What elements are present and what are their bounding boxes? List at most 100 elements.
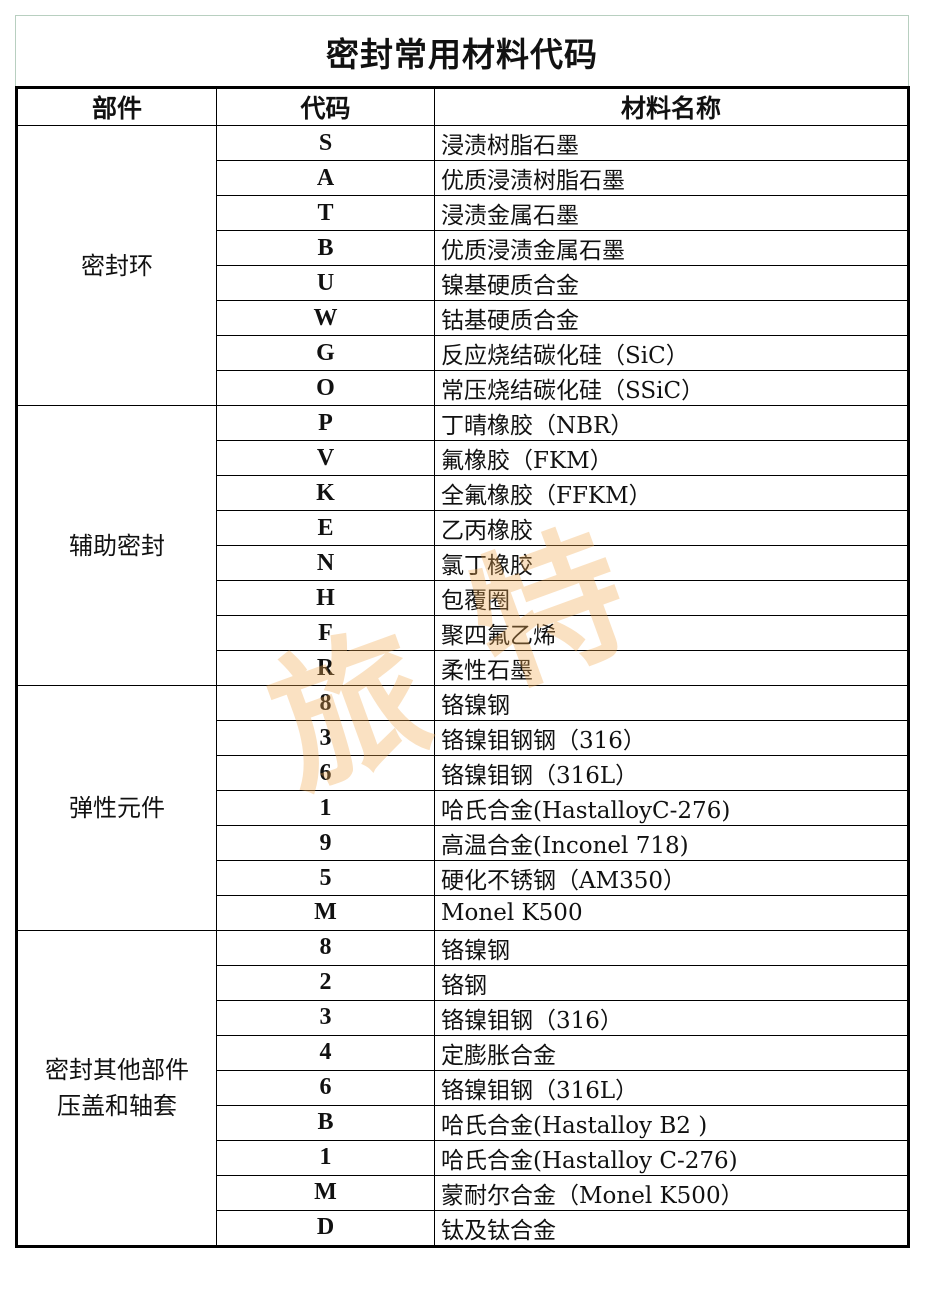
code-cell: W	[216, 300, 435, 336]
code-cell: O	[216, 370, 435, 406]
material-name-cell: 铬钢	[434, 964, 909, 1001]
material-name-cell: 乙丙橡胶	[434, 510, 909, 546]
code-cell: M	[216, 1174, 435, 1211]
table-row: W 钴基硬质合金	[17, 300, 909, 336]
material-name-cell: 氟橡胶（FKM）	[434, 440, 909, 476]
table-row: A 优质浸渍树脂石墨	[17, 160, 909, 196]
table-row: 9 高温合金(Inconel 718)	[17, 825, 909, 861]
material-name-cell: 铬镍钢	[434, 929, 909, 966]
material-name-cell: 包覆圈	[434, 580, 909, 616]
code-cell: 1	[216, 790, 435, 826]
part-cell: 密封其他部件 压盖和轴套	[16, 929, 217, 1247]
material-name-cell: 镍基硬质合金	[434, 265, 909, 301]
code-cell: 8	[216, 685, 435, 721]
code-cell: 8	[216, 929, 435, 966]
table-row: K 全氟橡胶（FFKM）	[17, 475, 909, 511]
code-cell: K	[216, 475, 435, 511]
material-name-cell: 氯丁橡胶	[434, 545, 909, 581]
code-cell: 3	[216, 999, 435, 1036]
page-title: 密封常用材料代码	[15, 15, 909, 87]
material-name-cell: 铬镍钼钢（316）	[434, 999, 909, 1036]
code-cell: B	[216, 1104, 435, 1141]
table-row: N 氯丁橡胶	[17, 545, 909, 581]
table-row: 6 铬镍钼钢（316L）	[17, 1069, 909, 1106]
material-name-cell: 丁晴橡胶（NBR）	[434, 405, 909, 441]
code-cell: V	[216, 440, 435, 476]
table-row: 3 铬镍钼钢钢（316）	[17, 720, 909, 756]
code-cell: 6	[216, 1069, 435, 1106]
material-name-cell: 铬镍钼钢钢（316）	[434, 720, 909, 756]
table-row: 6 铬镍钼钢（316L）	[17, 755, 909, 791]
header-code: 代码	[216, 87, 435, 126]
table-row: R 柔性石墨	[17, 650, 909, 686]
material-code-table: 部件 代码 材料名称 密封环 S 浸渍树脂石墨 A 优质浸渍树脂石墨 T 浸渍金属石墨 B 优质…	[15, 86, 910, 1248]
table-row: 3 铬镍钼钢（316）	[17, 999, 909, 1036]
header-row: 部件 代码 材料名称	[16, 87, 909, 126]
material-name-cell: 哈氏合金(Hastalloy B2 )	[434, 1104, 909, 1141]
material-name-cell: 浸渍金属石墨	[434, 195, 909, 231]
material-name-cell: 反应烧结碳化硅（SiC）	[434, 335, 909, 371]
code-cell: B	[216, 230, 435, 266]
code-cell: 1	[216, 1139, 435, 1176]
header-part: 部件	[16, 87, 217, 126]
table-row: T 浸渍金属石墨	[17, 195, 909, 231]
code-cell: H	[216, 580, 435, 616]
code-cell: 3	[216, 720, 435, 756]
code-cell: 5	[216, 860, 435, 896]
code-cell: 6	[216, 755, 435, 791]
material-name-cell: 哈氏合金(HastalloyC-276)	[434, 790, 909, 826]
table-row: F 聚四氟乙烯	[17, 615, 909, 651]
material-name-cell: 聚四氟乙烯	[434, 615, 909, 651]
code-cell: S	[216, 125, 435, 161]
code-cell: M	[216, 895, 435, 931]
code-cell: E	[216, 510, 435, 546]
table-row: G 反应烧结碳化硅（SiC）	[17, 335, 909, 371]
part-cell: 密封环	[16, 125, 217, 406]
table-row: 1 哈氏合金(HastalloyC-276)	[17, 790, 909, 826]
table-row: 2 铬钢	[17, 964, 909, 1001]
table-row: 密封环 S 浸渍树脂石墨	[16, 125, 909, 406]
material-name-cell: 铬镍钼钢（316L）	[434, 1069, 909, 1106]
material-name-cell: 定膨胀合金	[434, 1034, 909, 1071]
code-cell: R	[216, 650, 435, 686]
code-cell: 2	[216, 964, 435, 1001]
material-name-cell: 铬镍钢	[434, 685, 909, 721]
material-name-cell: Monel K500	[434, 895, 909, 931]
table-row: E 乙丙橡胶	[17, 510, 909, 546]
material-name-cell: 浸渍树脂石墨	[434, 125, 909, 161]
code-cell: P	[216, 405, 435, 441]
material-name-cell: 蒙耐尔合金（Monel K500）	[434, 1174, 909, 1211]
code-cell: D	[216, 1209, 435, 1247]
table-row: 辅助密封 P 丁晴橡胶（NBR）	[16, 405, 909, 686]
part-cell: 辅助密封	[16, 405, 217, 686]
code-cell: G	[216, 335, 435, 371]
code-cell: A	[216, 160, 435, 196]
material-name-cell: 硬化不锈钢（AM350）	[434, 860, 909, 896]
code-cell: T	[216, 195, 435, 231]
code-cell: N	[216, 545, 435, 581]
code-cell: 9	[216, 825, 435, 861]
table-row: H 包覆圈	[17, 580, 909, 616]
material-name-cell: 高温合金(Inconel 718)	[434, 825, 909, 861]
material-name-cell: 优质浸渍树脂石墨	[434, 160, 909, 196]
part-cell: 弹性元件	[16, 685, 217, 931]
table-row: 5 硬化不锈钢（AM350）	[17, 860, 909, 896]
material-name-cell: 常压烧结碳化硅（SSiC）	[434, 370, 909, 406]
table-row: O 常压烧结碳化硅（SSiC）	[17, 370, 909, 406]
material-name-cell: 哈氏合金(Hastalloy C-276)	[434, 1139, 909, 1176]
material-name-cell: 钛及钛合金	[434, 1209, 909, 1247]
code-cell: F	[216, 615, 435, 651]
material-name-cell: 钴基硬质合金	[434, 300, 909, 336]
table-row: 弹性元件 8 铬镍钢	[16, 685, 909, 931]
material-name-cell: 全氟橡胶（FFKM）	[434, 475, 909, 511]
table-row: 密封其他部件 压盖和轴套 8 铬镍钢	[16, 929, 909, 1247]
material-name-cell: 柔性石墨	[434, 650, 909, 686]
header-material-name: 材料名称	[434, 87, 909, 126]
code-cell: U	[216, 265, 435, 301]
table-row: B 优质浸渍金属石墨	[17, 230, 909, 266]
table-row: V 氟橡胶（FKM）	[17, 440, 909, 476]
table-row: 4 定膨胀合金	[17, 1034, 909, 1071]
code-cell: 4	[216, 1034, 435, 1071]
table-row: D 钛及钛合金	[17, 1209, 909, 1247]
material-name-cell: 优质浸渍金属石墨	[434, 230, 909, 266]
